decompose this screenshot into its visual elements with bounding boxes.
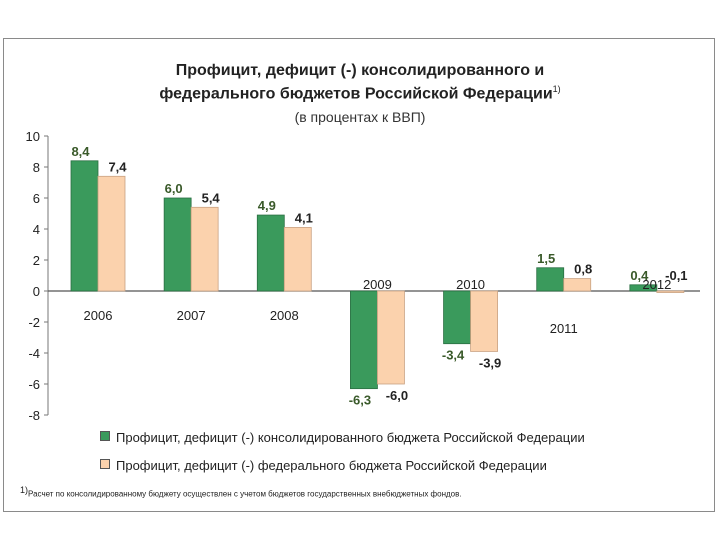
y-tick-label: 6 xyxy=(33,191,40,206)
legend-item-consolidated: Профицит, дефицит (-) консолидированного… xyxy=(100,430,585,445)
y-tick-label: 2 xyxy=(33,253,40,268)
bar-consolidated xyxy=(350,290,378,390)
legend-swatch-consolidated xyxy=(100,431,110,441)
category-label: 2011 xyxy=(550,321,578,336)
y-tick-label: -4 xyxy=(28,346,40,361)
category-label: 2010 xyxy=(456,277,485,292)
bar-consolidated xyxy=(70,160,99,292)
y-tick-label: -6 xyxy=(28,377,40,392)
y-tick-label: 4 xyxy=(33,222,40,237)
legend-swatch-federal xyxy=(100,459,110,469)
chart-title-line-2-text: федерального бюджетов Российской Федерац… xyxy=(159,85,553,103)
bar-federal xyxy=(190,206,219,292)
bar-federal xyxy=(563,278,592,292)
bar-federal xyxy=(377,290,405,385)
category-label: 2009 xyxy=(363,277,392,292)
legend-item-federal: Профицит, дефицит (-) федерального бюдже… xyxy=(100,458,547,473)
footnote-mark: 1) xyxy=(20,485,29,495)
chart-title-line-2: федерального бюджетов Российской Федерац… xyxy=(0,84,720,103)
bar-federal xyxy=(470,290,498,352)
data-label: 7,4 xyxy=(108,159,127,174)
data-label: 1,5 xyxy=(537,251,555,266)
bar-consolidated xyxy=(629,284,658,292)
chart-subtitle: (в процентах к ВВП) xyxy=(294,109,426,125)
footnote: 1)Расчет по консолидированному бюджету о… xyxy=(20,485,462,499)
data-label: 4,1 xyxy=(295,210,313,225)
data-label: -6,3 xyxy=(349,393,371,408)
bar-federal xyxy=(283,227,312,292)
data-label: 8,4 xyxy=(71,144,90,159)
data-label: -3,4 xyxy=(442,348,465,363)
data-label: 0,8 xyxy=(574,262,592,277)
y-tick-label: -2 xyxy=(28,315,40,330)
y-tick-label: 10 xyxy=(26,129,40,144)
category-label: 2008 xyxy=(270,308,299,323)
footnote-text: Расчет по консолидированному бюджету осу… xyxy=(28,489,462,499)
category-label: 2007 xyxy=(177,308,206,323)
bar-federal xyxy=(97,175,126,292)
y-tick-label: -8 xyxy=(28,408,40,423)
chart-title-line-1: Профицит, дефицит (-) консолидированного… xyxy=(175,62,545,79)
data-label: 5,4 xyxy=(202,190,221,205)
bar-federal xyxy=(656,290,685,293)
bar-consolidated xyxy=(443,290,471,345)
legend-label-consolidated: Профицит, дефицит (-) консолидированного… xyxy=(116,430,585,445)
data-label: 6,0 xyxy=(165,181,183,196)
bar-consolidated xyxy=(256,214,285,292)
data-label: 0,4 xyxy=(630,268,649,283)
data-label: -0,1 xyxy=(665,268,687,283)
legend-label-federal: Профицит, дефицит (-) федерального бюдже… xyxy=(116,458,547,473)
y-tick-label: 8 xyxy=(33,160,40,175)
bar-consolidated xyxy=(163,197,192,292)
category-label: 2012 xyxy=(642,277,671,292)
category-label: 2006 xyxy=(84,308,113,323)
bar-consolidated xyxy=(536,267,565,292)
data-label: 4,9 xyxy=(258,198,276,213)
chart-title-footnote-mark: 1) xyxy=(552,84,561,94)
data-label: -3,9 xyxy=(479,355,501,370)
data-label: -6,0 xyxy=(386,388,408,403)
y-tick-label: 0 xyxy=(33,284,40,299)
